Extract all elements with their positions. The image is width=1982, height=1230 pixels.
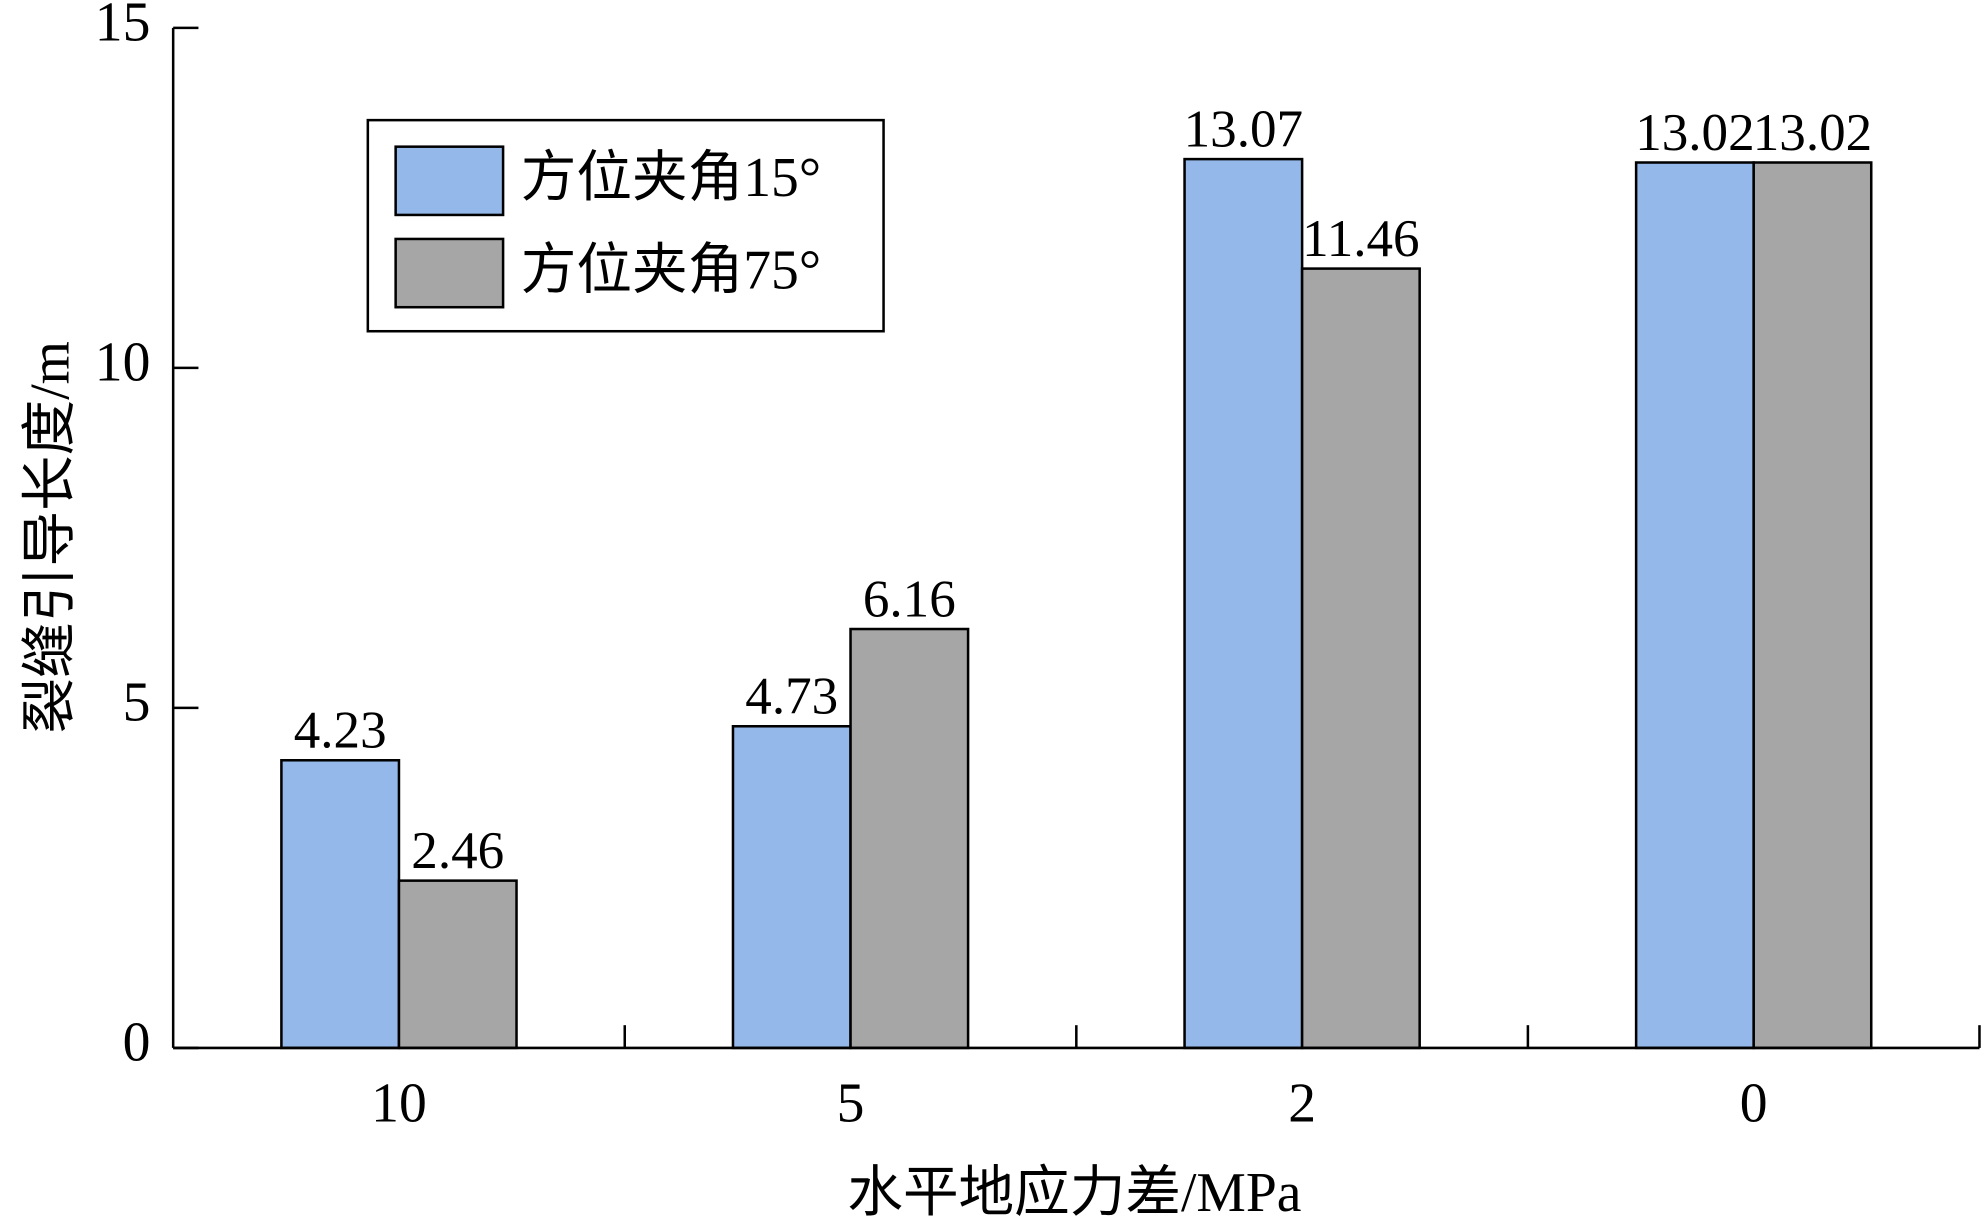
value-label: 11.46 <box>1302 210 1419 268</box>
y-tick-label: 5 <box>123 672 151 734</box>
value-label: 13.02 <box>1753 104 1872 162</box>
y-axis-title: 裂缝引导长度/m <box>19 341 81 733</box>
bar <box>1634 161 1755 1050</box>
y-tick-label: 15 <box>95 0 151 54</box>
legend-swatch <box>394 145 505 217</box>
legend-label: 方位夹角75° <box>521 239 821 301</box>
value-label: 13.02 <box>1635 104 1754 162</box>
bar <box>397 879 518 1050</box>
value-label: 4.23 <box>294 702 387 760</box>
y-tick-label: 0 <box>123 1012 151 1074</box>
x-tick-label: 0 <box>1740 1072 1768 1134</box>
value-label: 4.73 <box>745 668 838 726</box>
x-axis-title: 水平地应力差/MPa <box>847 1162 1301 1224</box>
x-tick-label: 10 <box>371 1072 427 1134</box>
bar <box>1300 267 1421 1050</box>
value-label: 13.07 <box>1184 100 1303 158</box>
x-tick-label: 2 <box>1288 1072 1316 1134</box>
bar <box>280 759 401 1050</box>
bar <box>731 725 852 1050</box>
y-tick-label: 10 <box>95 332 151 394</box>
bar <box>1752 161 1873 1050</box>
value-label: 2.46 <box>411 822 504 880</box>
bar <box>849 627 970 1050</box>
value-label: 6.16 <box>863 570 956 628</box>
legend-swatch <box>394 237 505 309</box>
x-tick-label: 5 <box>837 1072 865 1134</box>
legend-label: 方位夹角15° <box>521 147 821 209</box>
bar <box>1183 157 1304 1050</box>
